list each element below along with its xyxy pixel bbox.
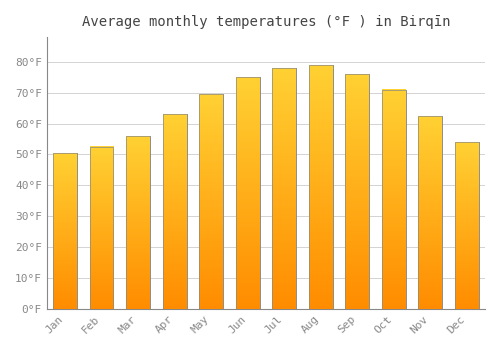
Bar — [90, 147, 114, 309]
Bar — [418, 116, 442, 309]
Bar — [418, 116, 442, 309]
Bar — [54, 153, 77, 309]
Bar — [126, 136, 150, 309]
Bar — [346, 74, 369, 309]
Bar — [455, 142, 478, 309]
Bar — [200, 94, 223, 309]
Bar — [236, 77, 260, 309]
Bar — [382, 90, 406, 309]
Bar — [163, 114, 186, 309]
Bar — [126, 136, 150, 309]
Bar — [54, 153, 77, 309]
Bar — [309, 65, 332, 309]
Bar — [309, 65, 332, 309]
Bar — [346, 74, 369, 309]
Bar — [200, 94, 223, 309]
Bar — [272, 68, 296, 309]
Bar — [455, 142, 478, 309]
Bar — [382, 90, 406, 309]
Bar — [90, 147, 114, 309]
Title: Average monthly temperatures (°F ) in Birqīn: Average monthly temperatures (°F ) in Bi… — [82, 15, 450, 29]
Bar — [236, 77, 260, 309]
Bar — [163, 114, 186, 309]
Bar — [272, 68, 296, 309]
